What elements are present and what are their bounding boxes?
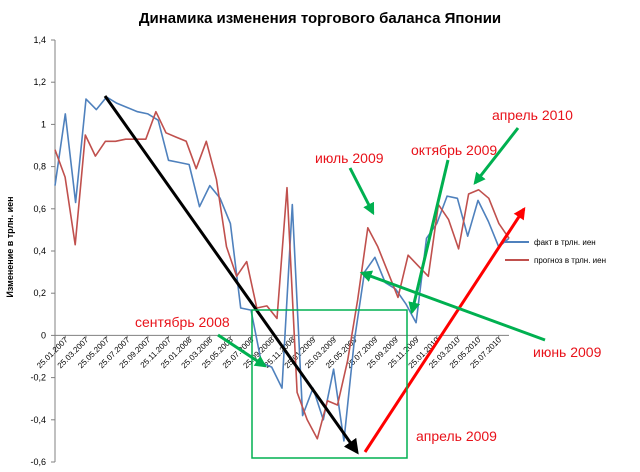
annotation-june-2009: июнь 2009 [533, 344, 602, 360]
annotation-arrows [217, 127, 546, 368]
annotation-september-2008: сентябрь 2008 [135, 314, 230, 330]
y-tick-label: 0,4 [33, 246, 46, 256]
arrow-october-2009 [408, 159, 450, 315]
y-tick-label: 0,2 [33, 288, 46, 298]
y-tick-label: 1,4 [33, 35, 46, 45]
highlight-box [251, 309, 408, 459]
series-fact-line [54, 96, 510, 442]
downtrend-arrow [103, 95, 359, 455]
annotation-july-2009: июль 2009 [315, 150, 384, 166]
annotation-april-2010: апрель 2010 [492, 107, 573, 123]
series-lines [54, 96, 510, 442]
annotation-october-2009: октябрь 2009 [411, 142, 497, 158]
y-tick-label: -0,4 [30, 415, 46, 425]
legend-label-forecast: прогноз в трлн. иен [534, 256, 606, 265]
trend-arrows [103, 95, 526, 455]
y-tick-label: 0 [41, 330, 46, 340]
legend: факт в трлн. иен прогноз в трлн. иен [505, 238, 606, 265]
y-tick-label: -0,6 [30, 457, 46, 467]
y-tick-label: 0,6 [33, 204, 46, 214]
series-forecast-line [54, 110, 510, 440]
arrow-september-2008 [217, 333, 268, 368]
recession-box [251, 309, 408, 459]
legend-label-fact: факт в трлн. иен [534, 238, 596, 247]
arrow-april-2010 [473, 127, 520, 185]
y-tick-label: -0,2 [30, 373, 46, 383]
annotations: апрель 2010 октябрь 2009 июль 2009 сентя… [135, 107, 602, 444]
uptrend-arrow [363, 206, 526, 453]
chart-title: Динамика изменения торгового баланса Япо… [139, 10, 501, 27]
y-tick-label: 0,8 [33, 162, 46, 172]
y-tick-label: 1 [41, 119, 46, 129]
y-tick-label: 1,2 [33, 77, 46, 87]
arrow-june-2009 [359, 270, 546, 342]
arrow-july-2009 [348, 167, 375, 216]
y-axis: 1,4 1,2 1 0,8 0,6 0,4 0,2 0 -0,2 -0,4 -0,6 [30, 35, 56, 467]
annotation-april-2009: апрель 2009 [416, 428, 497, 444]
y-axis-label: Изменение в трлн. иен [5, 196, 15, 297]
